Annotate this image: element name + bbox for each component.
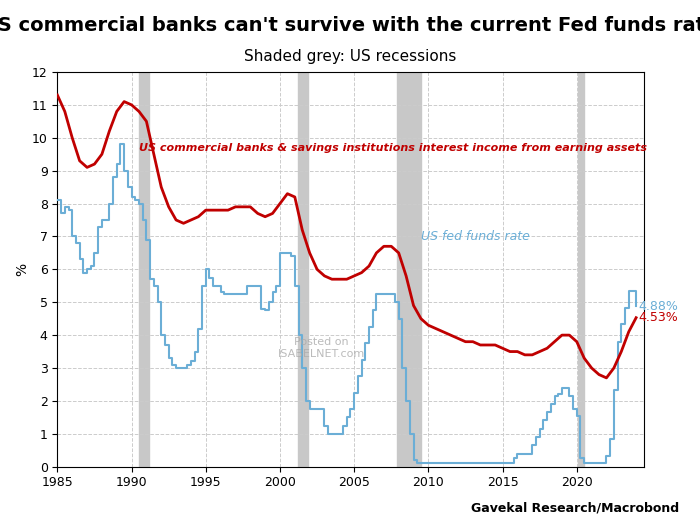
Text: Posted on
ISABELNET.com: Posted on ISABELNET.com <box>277 337 365 359</box>
Text: 4.88%: 4.88% <box>638 300 678 313</box>
Text: US commercial banks & savings institutions interest income from earning assets: US commercial banks & savings institutio… <box>139 143 648 153</box>
Bar <box>578 72 584 466</box>
Text: Gavekal Research/Macrobond: Gavekal Research/Macrobond <box>471 502 679 515</box>
Text: Shaded grey: US recessions: Shaded grey: US recessions <box>244 49 456 64</box>
Text: US fed funds rate: US fed funds rate <box>421 230 530 243</box>
Bar <box>139 72 149 466</box>
Y-axis label: %: % <box>15 263 29 276</box>
Bar <box>298 72 308 466</box>
Bar <box>397 72 421 466</box>
Text: 4.53%: 4.53% <box>638 311 678 324</box>
Text: US commercial banks can't survive with the current Fed funds rate: US commercial banks can't survive with t… <box>0 16 700 35</box>
